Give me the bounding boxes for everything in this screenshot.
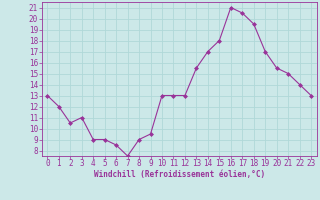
X-axis label: Windchill (Refroidissement éolien,°C): Windchill (Refroidissement éolien,°C) [94,170,265,179]
